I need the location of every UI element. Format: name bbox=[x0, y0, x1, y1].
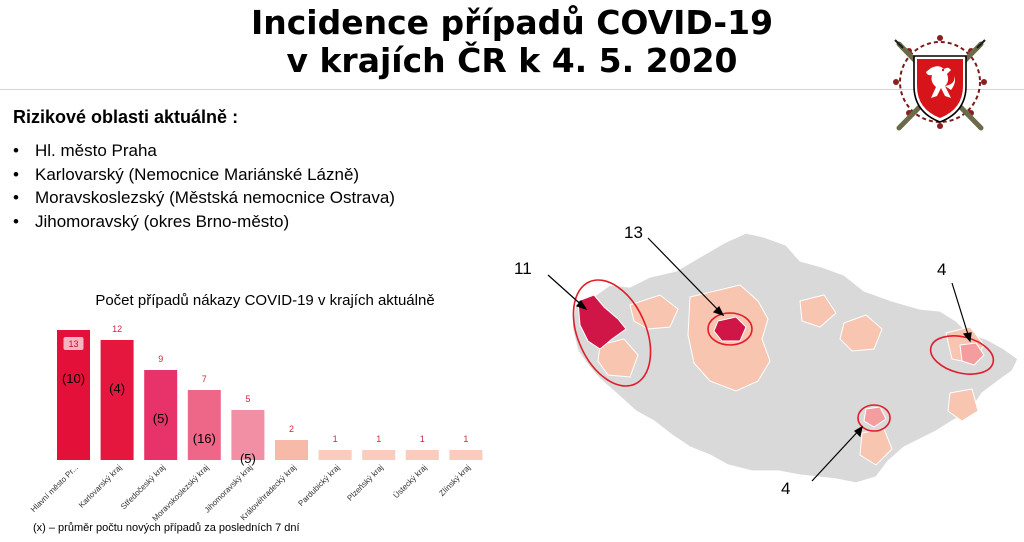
category-tick-label: Středočeský kraj bbox=[119, 463, 167, 511]
category-tick-label: Plzeňský kraj bbox=[345, 463, 385, 503]
avg-7day-label: (4) bbox=[109, 381, 125, 396]
avg-7day-label: (10) bbox=[62, 371, 85, 386]
region-light-southeast bbox=[947, 388, 979, 422]
value-label: 5 bbox=[245, 394, 250, 404]
value-label: 7 bbox=[202, 374, 207, 384]
region-light-east bbox=[839, 314, 883, 352]
bar bbox=[57, 330, 90, 460]
bar bbox=[318, 450, 352, 460]
risk-area-item: • Karlovarský (Nemocnice Mariánské Lázně) bbox=[13, 164, 360, 184]
region-light-west bbox=[629, 294, 679, 330]
category-tick-label: Karlovarský kraj bbox=[77, 463, 124, 510]
callout-label-moravskoslezsky: 4 bbox=[937, 260, 946, 279]
risk-area-label: Hl. město Praha bbox=[35, 141, 157, 160]
callout-ellipse-jihomoravsky bbox=[857, 404, 891, 432]
region-ostrava bbox=[959, 342, 985, 366]
risk-area-item: • Moravskoslezský (Městská nemocnice Ostr… bbox=[13, 188, 395, 207]
category-tick-label: Hlavní město Pr... bbox=[29, 463, 80, 514]
value-label-box bbox=[63, 337, 84, 350]
bar bbox=[187, 390, 221, 460]
risk-area-label: Jihomoravský (okres Brno-město) bbox=[35, 211, 290, 231]
risk-area-label: Moravskoslezský (Městská nemocnice Ostra… bbox=[35, 188, 395, 207]
callout-label-karlovarsky: 11 bbox=[514, 259, 532, 278]
bar bbox=[144, 370, 178, 460]
value-label: 9 bbox=[158, 354, 163, 364]
value-label: 12 bbox=[112, 324, 122, 334]
header-divider bbox=[0, 89, 1024, 90]
region-prague bbox=[713, 316, 747, 342]
footnote: (x) – průměr počtu nových případů za pos… bbox=[33, 522, 300, 534]
bar bbox=[449, 450, 483, 460]
avg-7day-label: (5) bbox=[240, 451, 256, 466]
risk-areas-heading: Rizikové oblasti aktuálně : bbox=[13, 107, 239, 127]
bar bbox=[362, 450, 396, 460]
value-label: 1 bbox=[420, 434, 425, 444]
callout-ellipse-praha bbox=[707, 312, 753, 346]
category-tick-label: Ústecký kraj bbox=[392, 463, 429, 500]
callout-label-jihomoravsky: 4 bbox=[781, 479, 790, 498]
bar bbox=[231, 410, 265, 460]
category-tick-label: Zlínský kraj bbox=[437, 463, 472, 498]
avg-7day-label: (16) bbox=[193, 431, 216, 446]
risk-areas-list: • Hl. město Praha • Karlovarský (Nemocnice… bbox=[13, 139, 395, 233]
avg-7day-label: (5) bbox=[153, 411, 169, 426]
bar-chart: 13(10)Hlavní město Pr...12(4)Karlovarský… bbox=[29, 324, 483, 523]
title-line-2: v krajích ČR k 4. 5. 2020 bbox=[286, 41, 738, 80]
risk-area-label: Karlovarský (Nemocnice Mariánské Lázně) bbox=[35, 164, 360, 184]
callout-ellipse-karlovarsky bbox=[572, 279, 652, 387]
value-label: 1 bbox=[376, 434, 381, 444]
callout-label-praha: 13 bbox=[624, 223, 643, 242]
region-brno bbox=[863, 406, 887, 428]
bar bbox=[100, 340, 134, 460]
value-label: 2 bbox=[289, 424, 294, 434]
region-light-west-2 bbox=[597, 338, 639, 378]
risk-area-item: • Hl. město Praha bbox=[13, 141, 157, 160]
page-title: Incidence případů COVID-19 v krajích ČR … bbox=[0, 4, 1024, 80]
region-karlovy-vary bbox=[577, 294, 627, 350]
title-line-1: Incidence případů COVID-19 bbox=[250, 3, 774, 42]
value-label: 1 bbox=[463, 434, 468, 444]
chart-title: Počet případů nákazy COVID-19 v krajích … bbox=[95, 292, 435, 309]
czech-republic-outline bbox=[571, 232, 1019, 484]
region-light-north bbox=[799, 294, 837, 328]
category-tick-label: Pardubický kraj bbox=[296, 463, 341, 508]
czech-regions-map: 13 11 4 4 bbox=[514, 223, 1019, 498]
army-emblem-icon bbox=[893, 35, 987, 131]
risk-area-item: • Jihomoravský (okres Brno-město) bbox=[13, 211, 290, 231]
bar bbox=[405, 450, 439, 460]
value-label: 1 bbox=[333, 434, 338, 444]
value-label: 13 bbox=[68, 339, 78, 349]
bar bbox=[275, 440, 308, 460]
